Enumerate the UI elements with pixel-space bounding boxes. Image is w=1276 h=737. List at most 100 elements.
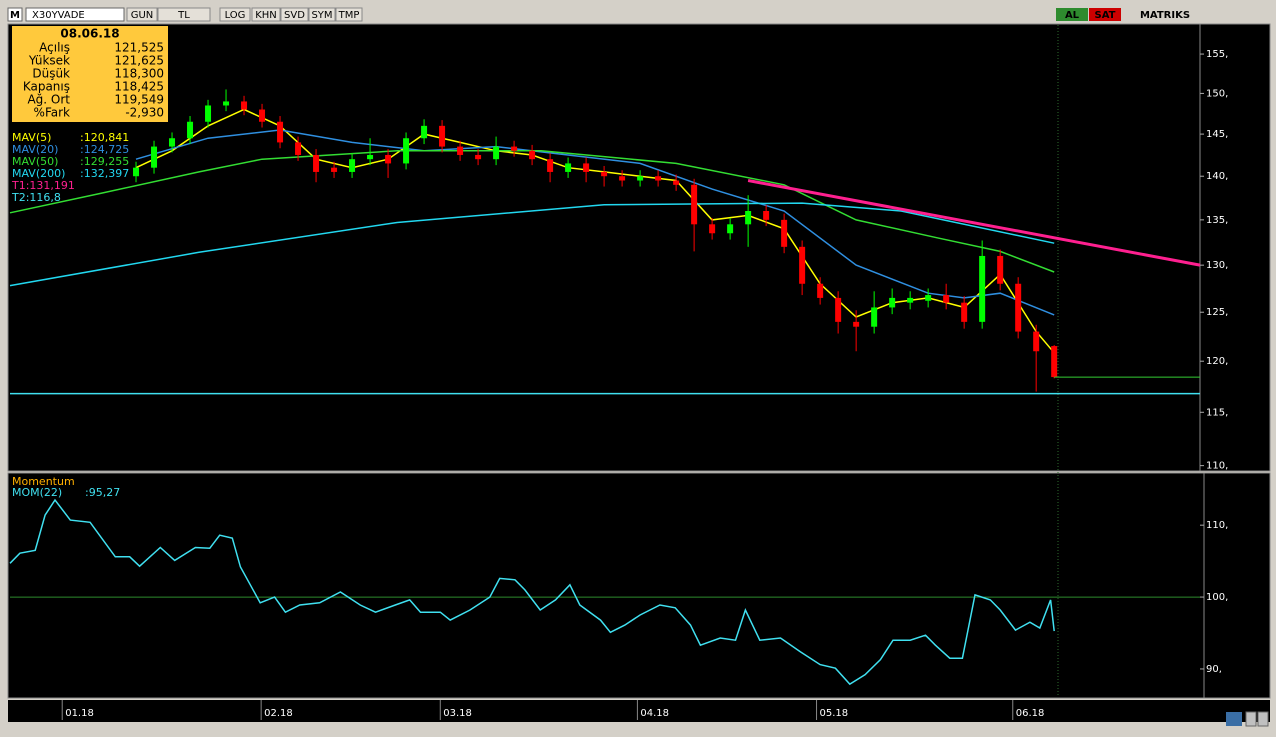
y-tick-label: 135,	[1206, 215, 1228, 226]
candle-body	[259, 109, 266, 122]
candle-body	[331, 167, 338, 172]
moving-average	[9, 150, 1055, 273]
candle-body	[169, 138, 176, 147]
candle-body	[979, 255, 986, 322]
candle-body	[205, 105, 212, 122]
toolbar-button[interactable]	[219, 7, 251, 22]
toolbar-button[interactable]	[280, 7, 309, 22]
legend-value: :120,841	[80, 131, 129, 144]
panel-title: Momentum	[12, 475, 75, 488]
candle-body	[853, 321, 860, 327]
candle-body	[349, 159, 356, 172]
candle-body	[295, 142, 302, 155]
scroll-left[interactable]	[1245, 711, 1257, 727]
candle-body	[511, 146, 518, 151]
candle-body	[781, 219, 788, 247]
y-tick-label: 145,	[1206, 129, 1228, 140]
refresh-button[interactable]	[1226, 712, 1242, 726]
info-value: -2,930	[125, 106, 164, 120]
candle-body	[583, 163, 590, 172]
y-tick-label: 115,	[1206, 407, 1228, 418]
candle-body	[475, 154, 482, 160]
candle-body	[151, 146, 158, 168]
x-tick-label: 02.18	[264, 708, 293, 719]
toolbar-button-label: TMP	[338, 10, 360, 21]
candle-body	[925, 295, 932, 301]
toolbar-button-label: SVD	[284, 10, 305, 21]
support-label: T2:116,8	[11, 191, 61, 204]
brand: MATRIKS	[1140, 10, 1190, 21]
candle-body	[691, 184, 698, 225]
y-tick-label: 125,	[1206, 307, 1228, 318]
toolbar-button-label: KHN	[255, 10, 277, 21]
candle-body	[637, 176, 644, 181]
toolbar-button-label: GUN	[131, 10, 154, 21]
legend-value: :124,725	[80, 143, 129, 156]
candle-body	[493, 146, 500, 160]
toolbar-button-label: TL	[177, 10, 190, 21]
legend-value: :95,27	[85, 486, 120, 499]
logo: M	[10, 10, 20, 21]
candle-body	[889, 297, 896, 308]
candle-body	[673, 180, 680, 185]
moving-average	[135, 129, 1055, 316]
toolbar-button[interactable]	[308, 7, 336, 22]
candle-body	[961, 302, 968, 322]
buy-button[interactable]	[1056, 8, 1088, 21]
info-label: Yüksek	[28, 54, 70, 68]
candle-body	[277, 121, 284, 143]
candle-body	[529, 150, 536, 160]
candle-body	[367, 154, 374, 160]
toolbar-button-label: LOG	[225, 10, 246, 21]
y-tick-label: 140,	[1206, 171, 1228, 182]
moving-average	[9, 202, 1055, 287]
legend-name: MAV(20)	[12, 143, 58, 156]
candle-body	[907, 297, 914, 303]
candle-body	[403, 138, 410, 164]
logo-box	[7, 7, 23, 22]
candle-body	[1051, 346, 1058, 378]
candle-body	[547, 159, 554, 172]
trend-label: T1:131,191	[11, 179, 75, 192]
legend-value: :132,397	[80, 167, 129, 180]
info-box	[12, 26, 168, 122]
candle-body	[997, 255, 1004, 284]
sell-label: SAT	[1095, 10, 1116, 21]
buy-label: AL	[1065, 10, 1080, 21]
toolbar-button[interactable]	[335, 7, 363, 22]
y-tick-label: 120,	[1206, 356, 1228, 367]
scroll-right[interactable]	[1257, 711, 1269, 727]
y-tick-label: 100,	[1206, 592, 1228, 603]
x-tick-label: 04.18	[640, 708, 669, 719]
info-label: Açılış	[39, 41, 70, 55]
candle-body	[457, 146, 464, 155]
info-value: 121,625	[114, 54, 164, 68]
sell-button[interactable]	[1089, 8, 1121, 21]
y-tick-label: 90,	[1206, 664, 1222, 675]
info-label: Düşük	[32, 67, 70, 81]
candle-body	[439, 125, 446, 147]
info-label: Ağ. Ort	[27, 93, 70, 107]
info-value: 119,549	[114, 93, 164, 107]
momentum-line	[9, 498, 1055, 686]
price-chart: 155, 150, 145, 140, 135, 130, 125, 120, 115, 110,…	[9, 49, 1228, 720]
symbol-box[interactable]	[25, 7, 125, 22]
candle-body	[421, 125, 428, 139]
info-label: Kapanış	[23, 80, 70, 94]
toolbar-button[interactable]	[126, 7, 158, 22]
y-tick-label: 110,	[1206, 520, 1228, 531]
candle-body	[817, 283, 824, 298]
x-tick-label: 03.18	[443, 708, 472, 719]
candle-body	[745, 211, 752, 225]
legend-name: MAV(5)	[12, 131, 51, 144]
legend-value: :129,255	[80, 155, 129, 168]
legend-name: MOM(22)	[12, 486, 62, 499]
y-tick-label: 155,	[1206, 49, 1228, 60]
candle-body	[1015, 283, 1022, 332]
toolbar-button[interactable]	[251, 7, 281, 22]
toolbar-button[interactable]	[157, 7, 211, 22]
candle-body	[943, 295, 950, 303]
candle-body	[313, 154, 320, 172]
candle-body	[385, 154, 392, 164]
